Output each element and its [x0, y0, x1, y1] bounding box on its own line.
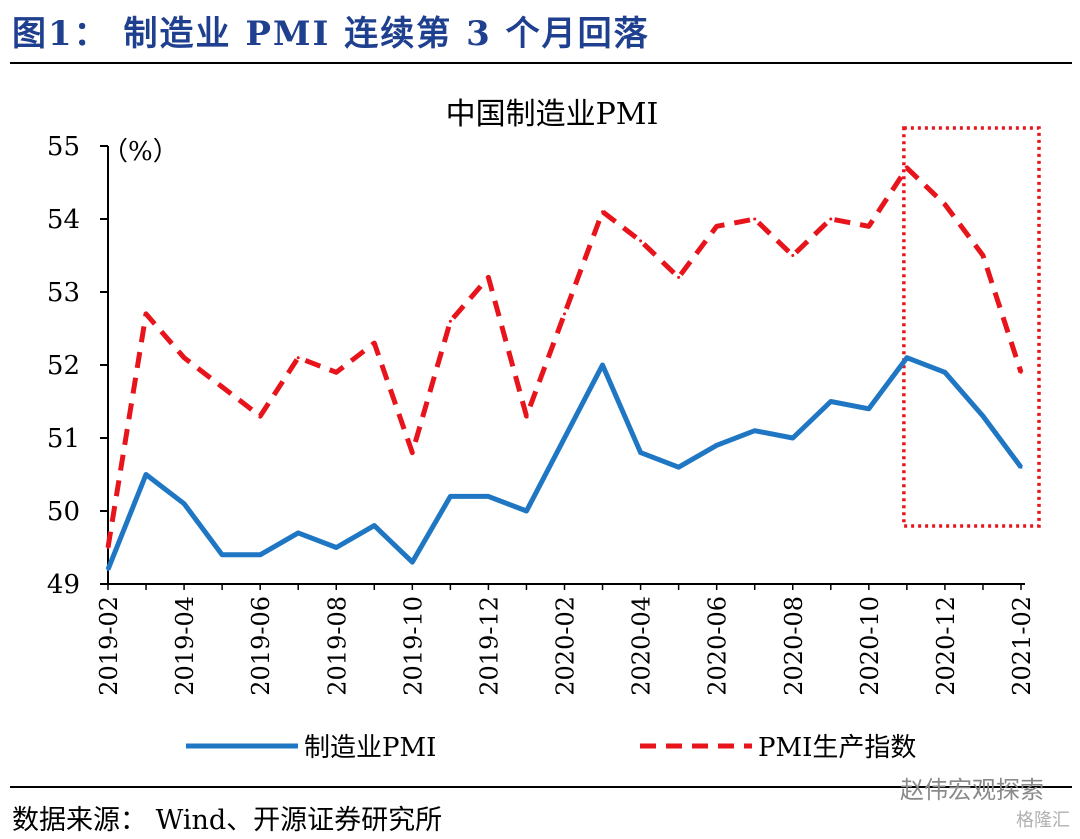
data-point — [867, 224, 871, 228]
data-point — [867, 407, 871, 411]
data-point — [448, 494, 452, 498]
data-point — [220, 385, 224, 389]
data-point — [791, 254, 795, 257]
data-point — [639, 239, 643, 243]
data-point — [106, 546, 110, 549]
x-tick-label: 2021-02 — [1008, 596, 1036, 696]
y-tick-label: 50 — [47, 497, 80, 527]
y-tick-label: 49 — [47, 570, 80, 600]
data-point — [601, 210, 605, 214]
data-point — [524, 509, 528, 513]
y-tick-label: 51 — [47, 424, 80, 454]
legend-label-manufacturing-pmi: 制造业PMI — [304, 733, 436, 763]
data-point — [677, 275, 681, 279]
x-tick-label: 2020-10 — [856, 596, 884, 696]
x-tick-label: 2019-02 — [95, 596, 123, 696]
data-point — [753, 429, 757, 433]
data-point — [106, 567, 110, 571]
x-tick-label: 2019-04 — [171, 596, 199, 696]
data-point — [258, 414, 262, 418]
watermark-brand: 格隆汇 — [1016, 810, 1070, 831]
chart-title: 中国制造业PMI — [446, 97, 659, 132]
watermark: 赵伟宏观探索 — [900, 776, 1044, 804]
y-unit-label: （%） — [102, 137, 179, 167]
data-point — [981, 414, 985, 418]
data-point — [296, 531, 300, 535]
data-point — [981, 254, 985, 257]
bottom-rule — [10, 786, 1072, 788]
data-point — [639, 451, 643, 455]
series-line-production-index — [105, 165, 1024, 548]
y-tick-label: 52 — [47, 351, 80, 381]
data-point — [334, 370, 338, 374]
data-point — [943, 202, 947, 206]
x-tick-label: 2020-12 — [932, 596, 960, 696]
data-point — [144, 473, 148, 476]
data-point — [182, 356, 186, 360]
data-point — [715, 443, 719, 447]
data-point — [296, 356, 300, 360]
data-point — [905, 356, 909, 360]
data-point — [601, 363, 605, 367]
x-tick-label: 2019-06 — [247, 596, 275, 696]
data-point — [372, 341, 376, 345]
data-point — [448, 319, 452, 323]
data-point — [715, 224, 719, 228]
series-line-manufacturing-pmi — [105, 355, 1024, 571]
data-point — [1019, 465, 1023, 469]
data-point — [410, 560, 414, 564]
data-point — [829, 400, 833, 403]
x-tick-label: 2019-08 — [323, 596, 351, 696]
data-point — [791, 436, 795, 440]
figure-title: 图1： 制造业 PMI 连续第 3 个月回落 — [12, 14, 650, 54]
data-point — [943, 370, 947, 374]
source-note: 数据来源： Wind、开源证券研究所 — [12, 805, 443, 836]
data-point — [372, 524, 376, 528]
data-point — [753, 217, 757, 221]
data-point — [220, 553, 224, 557]
x-tick-label: 2020-06 — [704, 596, 732, 696]
data-point — [563, 312, 566, 316]
data-point — [677, 465, 681, 469]
y-tick-label: 55 — [47, 132, 80, 162]
x-tick-label: 2020-02 — [552, 596, 580, 696]
data-point — [144, 312, 148, 316]
data-point — [829, 217, 833, 221]
x-tick-label: 2019-12 — [475, 596, 503, 696]
y-tick-label: 53 — [47, 278, 80, 308]
data-point — [258, 553, 262, 557]
data-point — [486, 275, 490, 279]
legend-label-production-index: PMI生产指数 — [758, 733, 916, 763]
x-tick-label: 2020-08 — [780, 596, 808, 696]
legend: 制造业PMI PMI生产指数 — [186, 733, 916, 763]
top-rule — [10, 62, 1072, 64]
x-tick-label: 2019-10 — [399, 596, 427, 696]
data-point — [1019, 370, 1023, 374]
data-point — [334, 546, 338, 549]
data-point — [182, 502, 186, 506]
data-point — [410, 451, 414, 455]
axes: 49 50 51 52 53 54 55 2019-02 2019-04 2019-06 2019-… — [47, 132, 1036, 696]
data-point — [486, 494, 490, 498]
data-point — [905, 166, 909, 170]
data-point — [524, 414, 528, 418]
data-point — [563, 436, 566, 440]
series-layer — [105, 165, 1024, 571]
y-tick-label: 54 — [47, 205, 80, 235]
x-tick-label: 2020-04 — [628, 596, 656, 696]
